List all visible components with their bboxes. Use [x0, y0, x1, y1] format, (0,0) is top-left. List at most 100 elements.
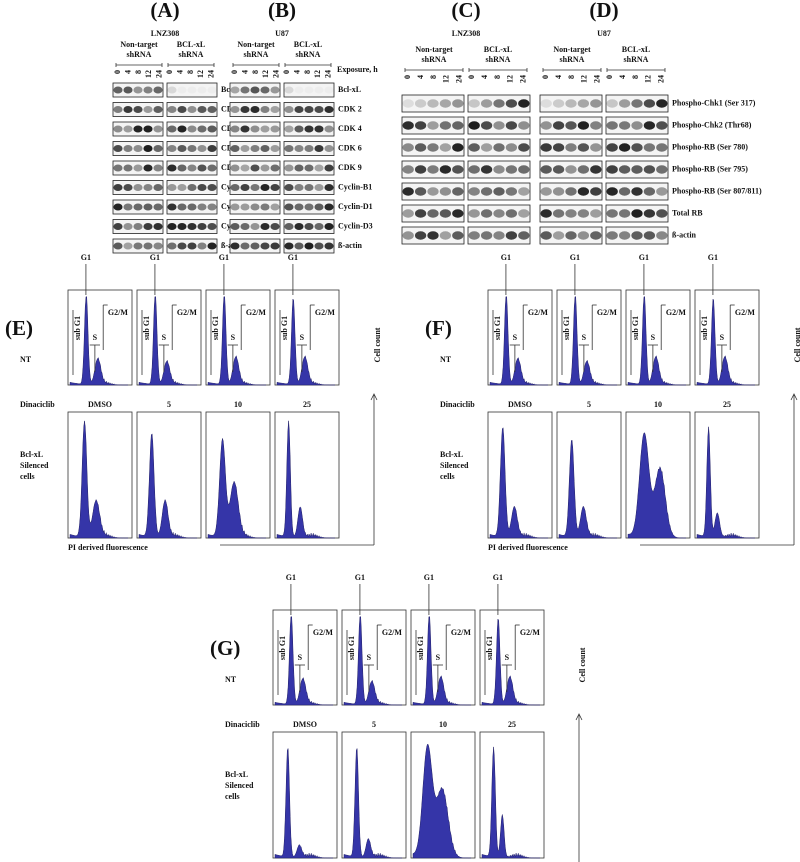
peak-label: sub G1 [280, 316, 289, 340]
band [402, 121, 414, 130]
band [113, 223, 123, 230]
histogram [343, 748, 402, 859]
condition-label: 25 [508, 720, 516, 729]
peak-label: S [513, 333, 518, 342]
row-label: Dinaciclib [225, 720, 260, 729]
peak-label: G2/M [382, 628, 402, 637]
axis-label: PI derived fluorescence [68, 543, 148, 552]
band [606, 143, 618, 152]
band [439, 231, 452, 240]
band [270, 164, 280, 172]
peak-label: sub G1 [211, 316, 220, 340]
condition-label: 5 [372, 720, 376, 729]
band [133, 203, 143, 211]
band [153, 242, 163, 250]
band [153, 86, 163, 94]
band [197, 164, 207, 172]
band [294, 203, 304, 211]
band [452, 187, 464, 196]
band [493, 143, 505, 152]
histogram [489, 427, 548, 539]
band [656, 187, 668, 196]
histogram-frame [136, 411, 202, 539]
band [207, 164, 217, 172]
band [294, 106, 304, 113]
band [480, 231, 493, 240]
band [167, 106, 177, 113]
peak-label: sub G1 [73, 316, 82, 340]
band [414, 165, 427, 174]
protein-label: Total RB [672, 208, 703, 217]
band [260, 223, 270, 230]
band [505, 121, 518, 130]
band [656, 121, 668, 130]
blot-strip [539, 204, 603, 223]
band [402, 209, 414, 218]
band [153, 203, 163, 211]
band [439, 99, 452, 108]
blot-strip [401, 182, 465, 201]
band [230, 203, 240, 211]
band [590, 187, 602, 196]
time-label: 0 [165, 70, 174, 74]
peak-label: S [720, 333, 725, 342]
band [314, 106, 324, 113]
histogram [627, 296, 686, 386]
band [270, 106, 280, 113]
band [133, 145, 143, 152]
band [402, 231, 414, 240]
band [230, 86, 240, 94]
band [314, 223, 324, 230]
panel-label: (D) [589, 0, 618, 22]
condition-label: DMSO [293, 720, 317, 729]
peak-label: G1 [708, 253, 718, 262]
blot-strip [467, 160, 531, 179]
band [324, 106, 334, 113]
band [402, 187, 414, 196]
band [480, 121, 493, 130]
band [468, 121, 480, 130]
group-label: BCL-xL [177, 40, 205, 49]
band [240, 145, 250, 152]
band [187, 242, 197, 250]
protein-label: ß-actin [672, 230, 697, 239]
histogram [274, 616, 333, 706]
band [631, 165, 643, 174]
band [177, 125, 187, 133]
blot-strip [166, 82, 218, 98]
band [577, 231, 590, 240]
band [260, 106, 270, 113]
blot-strip [467, 204, 531, 223]
blot-strip [401, 94, 465, 113]
peak-label: sub G1 [700, 316, 709, 340]
band [439, 121, 452, 130]
band [167, 203, 177, 211]
band [414, 187, 427, 196]
time-label: 4 [292, 70, 301, 74]
histogram [627, 432, 686, 539]
peak-label: G2/M [313, 628, 333, 637]
band [468, 231, 480, 240]
band [518, 99, 530, 108]
peak-label: G2/M [315, 308, 335, 317]
band [123, 145, 133, 152]
blot-strip [467, 116, 531, 135]
band [133, 184, 143, 191]
band [230, 242, 240, 250]
row-label: cells [20, 472, 35, 481]
peak-label: sub G1 [493, 316, 502, 340]
time-label: 0 [230, 70, 239, 74]
band [552, 143, 565, 152]
band [439, 165, 452, 174]
band [177, 184, 187, 191]
band [250, 164, 260, 172]
band [618, 143, 631, 152]
histogram [412, 616, 471, 706]
band [143, 203, 153, 211]
band [577, 121, 590, 130]
band [270, 203, 280, 211]
band [113, 86, 123, 94]
condition-label: 25 [723, 400, 731, 409]
band [427, 165, 439, 174]
group-label: BCL-xL [294, 40, 322, 49]
